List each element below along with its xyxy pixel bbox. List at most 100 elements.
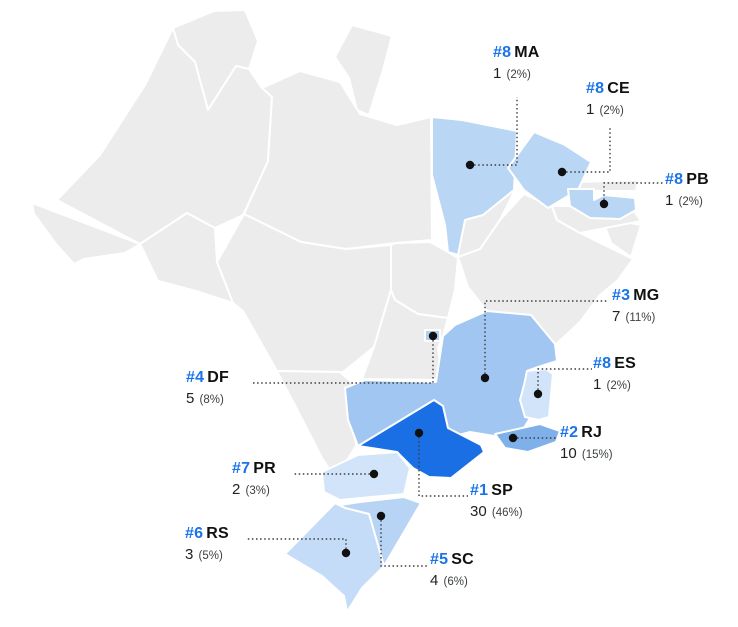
callout-value: 2 bbox=[232, 481, 241, 498]
callout-title: #3 MG bbox=[612, 288, 659, 304]
callout-metric: 2 (3%) bbox=[232, 482, 276, 498]
callout-rank: #8 bbox=[493, 44, 512, 61]
callout-metric: 1 (2%) bbox=[665, 193, 709, 209]
state-ac-shape[interactable] bbox=[31, 202, 141, 265]
callout-pct: (2%) bbox=[606, 380, 631, 392]
marker-dot-mg bbox=[480, 373, 490, 383]
callout-metric: 10 (15%) bbox=[560, 446, 613, 462]
callout-pct: (2%) bbox=[678, 196, 703, 208]
callout-es: #8 ES 1 (2%) bbox=[593, 356, 636, 393]
marker-dot-ce bbox=[557, 167, 567, 177]
callout-pr: #7 PR 2 (3%) bbox=[232, 461, 276, 498]
callout-metric: 5 (8%) bbox=[186, 391, 229, 407]
state-go-shape[interactable] bbox=[361, 289, 449, 381]
callout-value: 7 bbox=[612, 308, 621, 325]
state-rj-shape[interactable] bbox=[494, 423, 561, 453]
callout-title: #1 SP bbox=[470, 483, 523, 499]
callout-value: 4 bbox=[430, 572, 439, 589]
leader-es bbox=[537, 368, 592, 394]
callout-pb: #8 PB 1 (2%) bbox=[665, 172, 709, 209]
marker-dot-rj bbox=[508, 433, 518, 443]
callout-rank: #8 bbox=[665, 171, 684, 188]
callout-metric: 4 (6%) bbox=[430, 573, 474, 589]
callout-pct: (2%) bbox=[599, 105, 624, 117]
callout-state-code: SC bbox=[451, 551, 474, 568]
marker-dot-sc bbox=[376, 511, 386, 521]
callout-metric: 1 (2%) bbox=[493, 66, 540, 82]
callout-title: #2 RJ bbox=[560, 425, 613, 441]
leader-rs bbox=[247, 538, 347, 553]
callout-rank: #3 bbox=[612, 287, 631, 304]
callout-title: #8 CE bbox=[586, 81, 630, 97]
callout-rank: #7 bbox=[232, 460, 251, 477]
callout-title: #5 SC bbox=[430, 552, 474, 568]
callout-title: #4 DF bbox=[186, 370, 229, 386]
callout-pct: (8%) bbox=[199, 394, 224, 406]
callout-title: #7 PR bbox=[232, 461, 276, 477]
marker-dot-ma bbox=[465, 160, 475, 170]
callout-state-code: CE bbox=[607, 80, 630, 97]
callout-state-code: MG bbox=[633, 287, 660, 304]
callout-ma: #8 MA 1 (2%) bbox=[493, 45, 540, 82]
callout-mg: #3 MG 7 (11%) bbox=[612, 288, 659, 325]
callout-rank: #2 bbox=[560, 424, 579, 441]
callout-title: #8 ES bbox=[593, 356, 636, 372]
state-ap-shape[interactable] bbox=[334, 24, 393, 116]
leader-mg bbox=[484, 300, 608, 378]
state-pa-shape[interactable] bbox=[243, 70, 433, 250]
callout-pct: (15%) bbox=[581, 449, 613, 461]
callout-title: #6 RS bbox=[185, 526, 229, 542]
marker-dot-sp bbox=[414, 428, 424, 438]
callout-value: 3 bbox=[185, 546, 194, 563]
callout-pct: (46%) bbox=[491, 507, 523, 519]
callout-title: #8 PB bbox=[665, 172, 709, 188]
callout-sp: #1 SP 30 (46%) bbox=[470, 483, 523, 520]
marker-dot-pr bbox=[369, 469, 379, 479]
callout-value: 1 bbox=[593, 376, 602, 393]
callout-pct: (11%) bbox=[625, 312, 656, 324]
callout-state-code: RS bbox=[206, 525, 229, 542]
callout-rs: #6 RS 3 (5%) bbox=[185, 526, 229, 563]
callout-metric: 3 (5%) bbox=[185, 547, 229, 563]
marker-dot-pb bbox=[599, 199, 609, 209]
callout-metric: 7 (11%) bbox=[612, 309, 659, 325]
callout-pct: (5%) bbox=[198, 550, 223, 562]
state-pr-shape[interactable] bbox=[321, 451, 411, 501]
marker-dot-es bbox=[533, 389, 543, 399]
callout-metric: 1 (2%) bbox=[586, 102, 630, 118]
state-ma-shape[interactable] bbox=[431, 116, 518, 256]
callout-pct: (2%) bbox=[506, 69, 531, 81]
callout-ce: #8 CE 1 (2%) bbox=[586, 81, 630, 118]
callout-value: 5 bbox=[186, 390, 195, 407]
state-rs-shape[interactable] bbox=[284, 502, 385, 613]
callout-value: 30 bbox=[470, 503, 487, 520]
leader-pb bbox=[603, 182, 663, 204]
callout-state-code: DF bbox=[207, 369, 229, 386]
callout-pct: (6%) bbox=[443, 576, 468, 588]
callout-state-code: SP bbox=[491, 482, 513, 499]
callout-df: #4 DF 5 (8%) bbox=[186, 370, 229, 407]
callout-rank: #1 bbox=[470, 482, 489, 499]
callout-value: 1 bbox=[493, 65, 502, 82]
state-ms-shape[interactable] bbox=[276, 370, 359, 471]
callout-state-code: PR bbox=[253, 460, 276, 477]
callout-rank: #5 bbox=[430, 551, 449, 568]
callout-rank: #8 bbox=[593, 355, 612, 372]
callout-state-code: ES bbox=[614, 355, 636, 372]
callout-rj: #2 RJ 10 (15%) bbox=[560, 425, 613, 462]
callout-rank: #8 bbox=[586, 80, 605, 97]
callout-state-code: MA bbox=[514, 44, 540, 61]
callout-rank: #6 bbox=[185, 525, 204, 542]
leader-sp bbox=[418, 433, 468, 497]
callout-state-code: RJ bbox=[581, 424, 603, 441]
callout-sc: #5 SC 4 (6%) bbox=[430, 552, 474, 589]
callout-metric: 1 (2%) bbox=[593, 377, 636, 393]
callout-metric: 30 (46%) bbox=[470, 504, 523, 520]
leader-sc bbox=[380, 516, 427, 567]
callout-value: 10 bbox=[560, 445, 577, 462]
callout-value: 1 bbox=[586, 101, 595, 118]
callout-state-code: PB bbox=[686, 171, 709, 188]
callout-rank: #4 bbox=[186, 369, 205, 386]
callout-value: 1 bbox=[665, 192, 674, 209]
